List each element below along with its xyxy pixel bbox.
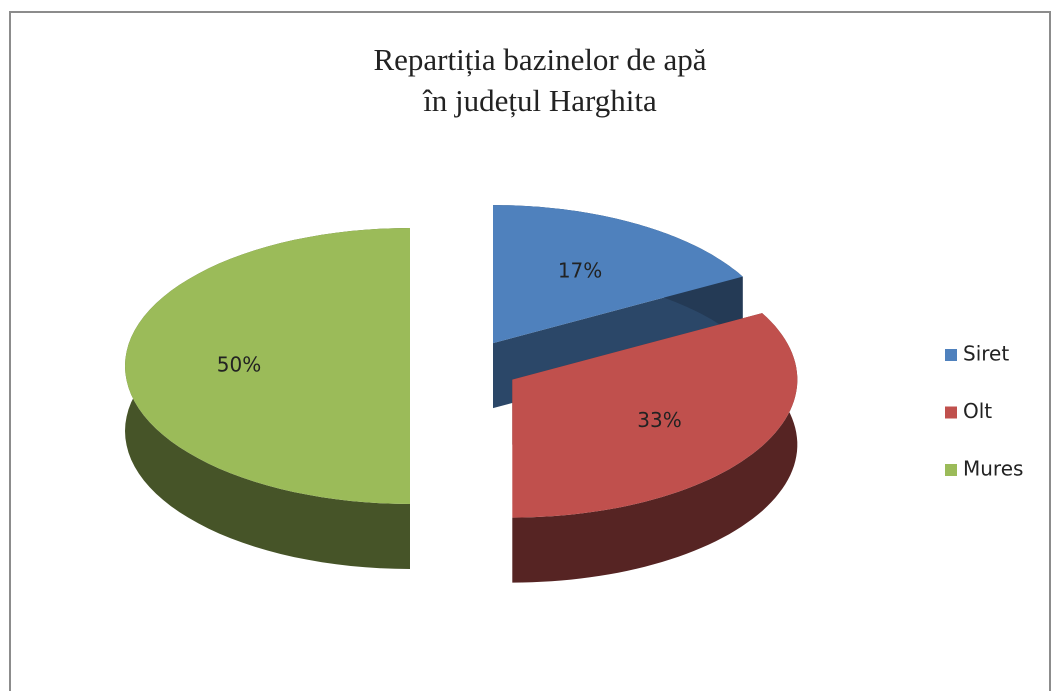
slice-wall [512,313,798,583]
chart-title: Repartiția bazinelor de apă [373,42,706,77]
legend-swatch [945,464,957,476]
legend-swatch [945,349,957,361]
legend-label: Mures [963,457,1023,481]
data-label: 50% [217,353,261,377]
pie-slice [125,228,410,569]
legend-label: Olt [963,399,992,423]
data-label: 17% [558,258,602,282]
slice-top [493,205,743,344]
slice-top [512,313,798,518]
chart-title: în județul Harghita [422,83,657,118]
data-label: 33% [637,408,681,432]
pie-slice [512,313,798,583]
legend-swatch [945,406,957,419]
slice-top [125,228,410,504]
legend-label: Siret [963,342,1009,366]
